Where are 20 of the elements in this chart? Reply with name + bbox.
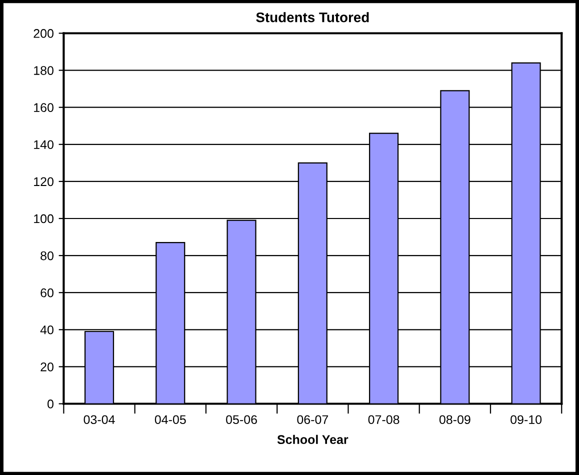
y-tick-label: 120: [34, 177, 54, 186]
x-tick-label: 08-09: [439, 415, 470, 424]
x-tick-label: 09-10: [510, 415, 542, 424]
x-tick-label: 05-06: [226, 415, 257, 424]
x-tick-label: 04-05: [154, 415, 186, 424]
x-tick-label: 06-07: [297, 415, 328, 424]
y-tick-label: 200: [34, 29, 54, 38]
y-tick-label: 20: [40, 362, 54, 372]
x-axis-title: School Year: [277, 434, 348, 444]
y-tick-label: 160: [34, 103, 54, 112]
y-tick-label: 180: [34, 66, 54, 75]
chart-title: Students Tutored: [256, 12, 369, 22]
y-tick-label: 100: [34, 214, 54, 224]
y-tick-label: 140: [34, 140, 54, 150]
y-tick-label: 0: [48, 400, 54, 408]
x-tick-label: 07-08: [368, 415, 400, 424]
y-tick-label: 40: [40, 325, 54, 334]
y-tick-label: 60: [40, 288, 54, 298]
y-tick-label: 80: [40, 251, 54, 260]
x-tick-label: 03-04: [84, 415, 115, 424]
